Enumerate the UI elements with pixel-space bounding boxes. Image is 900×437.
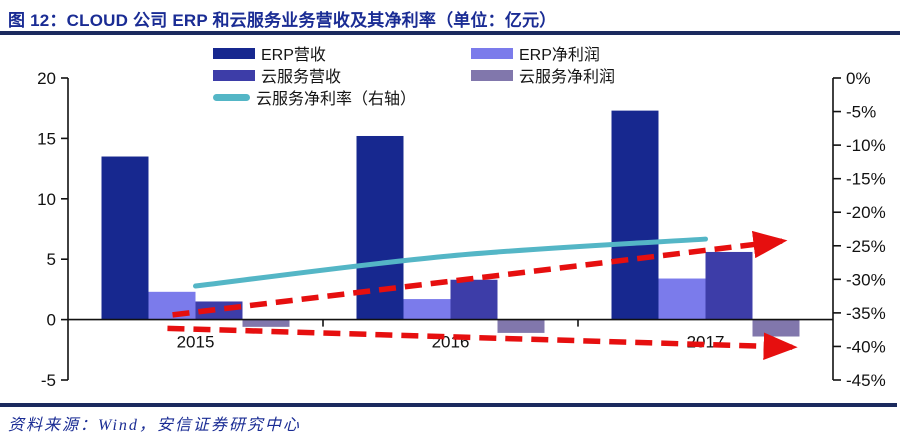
x-axis-category-label: 2015 [177, 333, 215, 352]
erp-profit-swatch-icon [471, 47, 513, 59]
left-axis-tick-label: 15 [37, 129, 56, 148]
cloud-revenue-swatch-icon [213, 69, 255, 81]
left-axis-tick-label: -5 [41, 371, 56, 390]
legend-item-erp-revenue: ERP营收 [213, 43, 471, 64]
source-note: 资料来源：Wind，安信证券研究中心 [8, 417, 301, 434]
left-axis-tick-label: 0 [47, 311, 56, 330]
bar-云服务营收-2016 [450, 279, 498, 320]
right-axis-tick-label: -45% [846, 371, 886, 390]
cloud-profit-swatch-icon [471, 69, 513, 81]
bar-云服务净利润-2016 [497, 319, 545, 333]
legend-label: 云服务净利率（右轴） [256, 91, 417, 108]
trend-arrow-down [167, 325, 798, 360]
legend-label: ERP净利润 [519, 47, 600, 64]
bar-云服务营收-2017 [705, 251, 753, 320]
left-axis-tick-label: 5 [47, 250, 56, 269]
title-divider [0, 31, 900, 35]
right-axis-tick-label: 0% [846, 69, 871, 88]
bar-ERP营收-2015 [101, 156, 149, 320]
left-axis-tick-label: 10 [37, 190, 56, 209]
left-axis-tick-label: 20 [37, 69, 56, 88]
chart-legend: ERP营收 ERP净利润 云服务营收 云服务净利润 云服务净利率（右轴） [213, 43, 616, 108]
figure-title-bar: 图 12：CLOUD 公司 ERP 和云服务业务营收及其净利率（单位：亿元） [0, 0, 900, 31]
right-axis-tick-label: -20% [846, 203, 886, 222]
legend-item-erp-profit: ERP净利润 [471, 43, 615, 64]
legend-item-cloud-revenue: 云服务营收 [213, 65, 471, 86]
right-axis-tick-label: -5% [846, 103, 876, 122]
cloud-margin-line-swatch-icon [213, 93, 250, 101]
right-axis-tick-label: -25% [846, 237, 886, 256]
legend-label: 云服务净利润 [519, 69, 616, 86]
bar-云服务净利润-2015 [242, 319, 290, 327]
right-axis-tick-label: -30% [846, 270, 886, 289]
bar-ERP营收-2017 [611, 110, 659, 320]
legend-item-cloud-margin: 云服务净利率（右轴） [213, 87, 471, 108]
cloud-margin-line [193, 236, 708, 289]
bar-云服务净利润-2017 [752, 319, 800, 337]
right-axis-tick-label: -35% [846, 304, 886, 323]
bar-ERP净利润-2016 [403, 299, 451, 320]
legend-item-cloud-profit: 云服务净利润 [471, 65, 616, 86]
erp-revenue-swatch-icon [213, 47, 255, 59]
bar-ERP净利润-2017 [658, 278, 706, 320]
figure-title: 图 12：CLOUD 公司 ERP 和云服务业务营收及其净利率（单位：亿元） [8, 11, 557, 30]
right-axis-tick-label: -40% [846, 337, 886, 356]
right-axis-tick-label: -15% [846, 170, 886, 189]
legend-label: 云服务营收 [261, 69, 342, 86]
legend-label: ERP营收 [261, 47, 326, 64]
source-divider [0, 403, 897, 407]
right-axis-tick-label: -10% [846, 136, 886, 155]
